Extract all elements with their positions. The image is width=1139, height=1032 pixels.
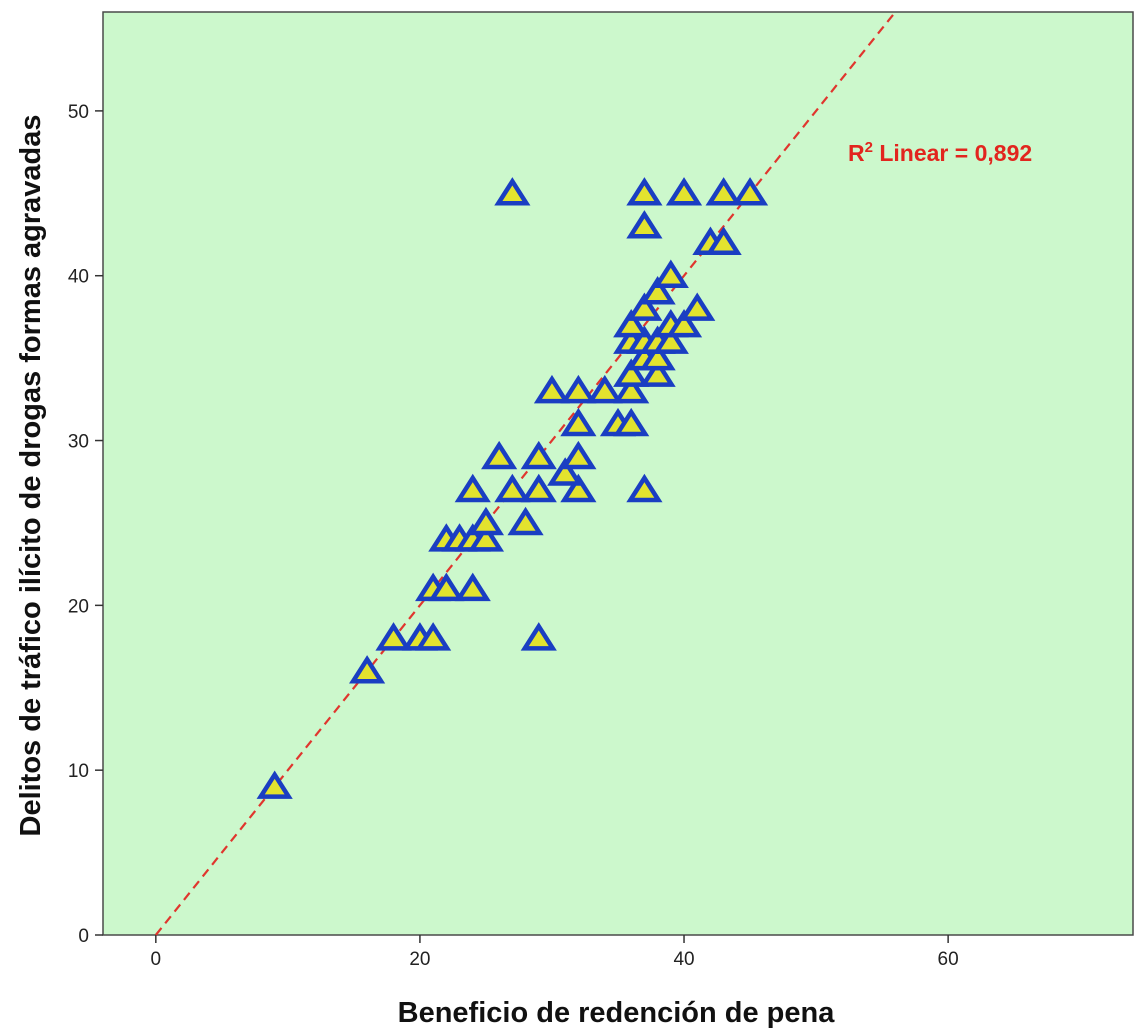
- data-point: [560, 473, 597, 503]
- data-point: [652, 325, 689, 354]
- data-point: [520, 473, 557, 503]
- r-squared-value: Linear = 0,892: [873, 140, 1032, 166]
- data-point: [665, 177, 703, 206]
- x-tick-label: 20: [409, 949, 430, 970]
- data-point: [626, 210, 663, 239]
- r-squared-prefix: R: [848, 140, 865, 166]
- data-point: [613, 407, 650, 437]
- y-tick-label: 50: [68, 102, 89, 123]
- data-point: [639, 341, 676, 371]
- y-tick-label: 30: [68, 432, 89, 453]
- data-point: [256, 770, 293, 799]
- data-point: [626, 292, 663, 321]
- data-point: [705, 177, 742, 206]
- data-point: [560, 440, 597, 470]
- y-tick-label: 20: [68, 596, 89, 617]
- data-point: [507, 506, 544, 536]
- data-point: [454, 572, 491, 602]
- data-point: [639, 276, 676, 305]
- r-squared-superscript: 2: [865, 139, 873, 156]
- data-point: [547, 457, 584, 486]
- data-point: [560, 407, 597, 437]
- x-tick-label: 0: [151, 949, 162, 970]
- data-point: [652, 259, 689, 288]
- data-point: [705, 226, 742, 255]
- data-point: [375, 622, 412, 651]
- data-point: [454, 473, 491, 503]
- y-tick-label: 40: [68, 267, 89, 288]
- axes-layer: 0 20 40 60 0 10 20 30 40 50: [68, 102, 959, 970]
- data-point: [613, 374, 650, 404]
- data-point: [626, 177, 663, 206]
- data-point: [467, 506, 505, 536]
- data-point: [639, 358, 676, 387]
- data-point: [428, 572, 465, 602]
- x-axis-title: Beneficio de redención de pena: [398, 997, 836, 1029]
- data-point: [665, 308, 703, 338]
- data-point: [415, 622, 452, 651]
- data-point: [560, 374, 597, 404]
- y-axis-title: Delitos de tráfico ilícito de drogas for…: [15, 115, 47, 837]
- data-point: [520, 622, 557, 651]
- data-point: [481, 440, 518, 470]
- x-tick-label: 60: [938, 949, 959, 970]
- data-point: [731, 177, 769, 206]
- y-tick-label: 0: [78, 926, 89, 947]
- y-tick-label: 10: [68, 761, 89, 782]
- data-point: [613, 358, 650, 387]
- data-point: [586, 374, 623, 404]
- data-point: [349, 655, 386, 684]
- r-squared-annotation: R2 Linear = 0,892: [848, 139, 1032, 166]
- data-point: [533, 374, 571, 404]
- data-point: [679, 292, 716, 321]
- data-point: [467, 523, 505, 552]
- data-point: [613, 308, 650, 338]
- data-points-layer: [256, 177, 769, 799]
- x-tick-label: 40: [673, 949, 694, 970]
- data-point: [494, 177, 531, 206]
- data-point: [626, 473, 663, 503]
- data-point: [520, 440, 557, 470]
- data-point: [494, 473, 531, 503]
